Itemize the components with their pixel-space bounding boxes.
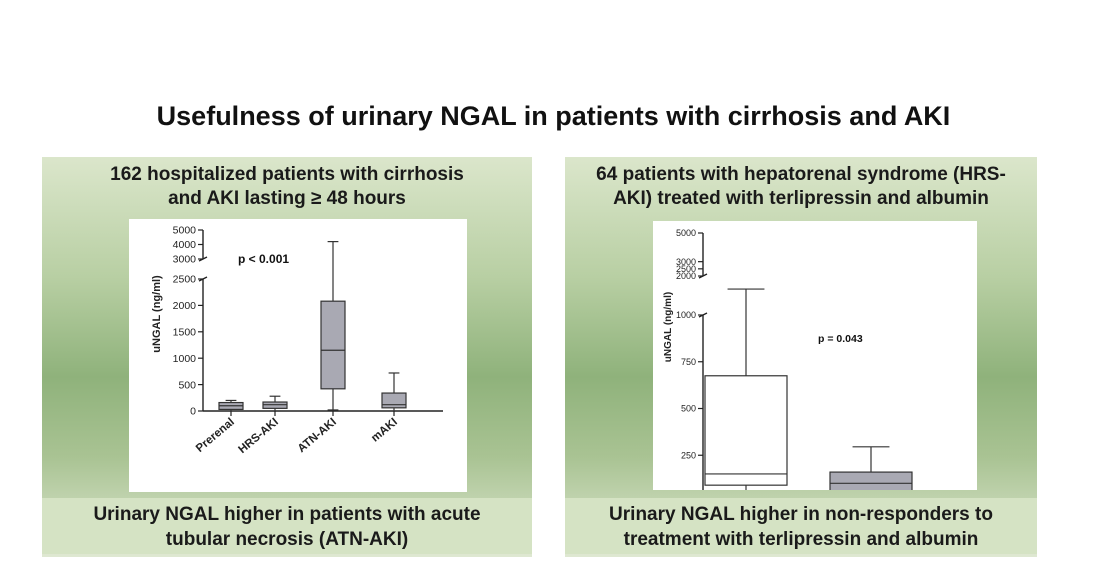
y-tick-label: 500 [178, 379, 196, 391]
x-category-label: HRS-AKI [237, 416, 281, 456]
right-panel: 64 patients with hepatorenal syndrome (H… [565, 157, 1037, 557]
right-panel-footer: Urinary NGAL higher in non-responders to… [565, 498, 1037, 554]
p-value-annotation: p = 0.043 [818, 333, 863, 345]
right-header-line-1: 64 patients with hepatorenal syndrome (H… [596, 164, 1006, 185]
y-tick-label: 5000 [676, 228, 696, 238]
y-tick-label: 4000 [173, 239, 197, 251]
y-tick-label: 250 [681, 450, 696, 460]
left-footer-line-1: Urinary NGAL higher in patients with acu… [93, 504, 481, 525]
left-panel-footer: Urinary NGAL higher in patients with acu… [42, 498, 532, 554]
right-panel-header: 64 patients with hepatorenal syndrome (H… [565, 163, 1037, 211]
right-boxplot-chart: 025050075010002000250030005000uNGAL (ng/… [663, 228, 959, 533]
y-tick-label: 2500 [676, 264, 696, 274]
left-boxplot-chart: 0 500 1000 1500 2000 2500 3000 4000 5000 uNGAL (n… [151, 225, 443, 456]
box-atn-aki [320, 300, 346, 390]
left-header-line-1: 162 hospitalized patients with cirrhosis [110, 164, 464, 185]
box-responders [829, 471, 913, 492]
left-header-line-2: and AKI lasting ≥ 48 hours [168, 188, 406, 209]
left-footer-line-2: tubular necrosis (ATN-AKI) [165, 529, 409, 550]
y-tick-label: 500 [681, 404, 696, 414]
box-non-responders [704, 375, 788, 486]
right-header-line-2: AKI) treated with terlipressin and album… [613, 188, 989, 209]
left-panel-header: 162 hospitalized patients with cirrhosis… [42, 163, 532, 211]
y-tick-label: 2000 [676, 271, 696, 281]
right-chart-area: 025050075010002000250030005000uNGAL (ng/… [653, 221, 977, 533]
y-tick-label: 2000 [173, 300, 197, 312]
y-tick-label: 3000 [676, 257, 696, 267]
right-footer-line-2: treatment with terlipressin and albumin [623, 529, 979, 550]
box-maki [381, 392, 407, 409]
y-tick-label: 750 [681, 357, 696, 367]
y-tick-label: 1000 [173, 353, 197, 365]
y-tick-label: 1000 [676, 310, 696, 320]
x-category-label: ATN-AKI [296, 416, 339, 455]
x-category-label: Prerenal [194, 416, 237, 455]
y-tick-label: 5000 [173, 225, 197, 237]
y-tick-label: 2500 [173, 274, 197, 286]
y-tick-label: 1500 [173, 326, 197, 338]
y-tick-label: 0 [190, 406, 196, 418]
slide-title: Usefulness of urinary NGAL in patients w… [156, 101, 951, 131]
x-category-label: mAKI [369, 416, 400, 444]
y-axis-label: uNGAL (ng/ml) [663, 292, 674, 362]
p-value-annotation: p < 0.001 [238, 252, 289, 266]
y-tick-label: 3000 [173, 254, 197, 266]
left-chart-area: 0 500 1000 1500 2000 2500 3000 4000 5000 uNGAL (n… [129, 219, 467, 492]
right-footer-line-1: Urinary NGAL higher in non-responders to [609, 504, 993, 525]
y-axis-label: uNGAL (ng/ml) [151, 275, 163, 353]
left-panel: 162 hospitalized patients with cirrhosis… [42, 157, 532, 557]
